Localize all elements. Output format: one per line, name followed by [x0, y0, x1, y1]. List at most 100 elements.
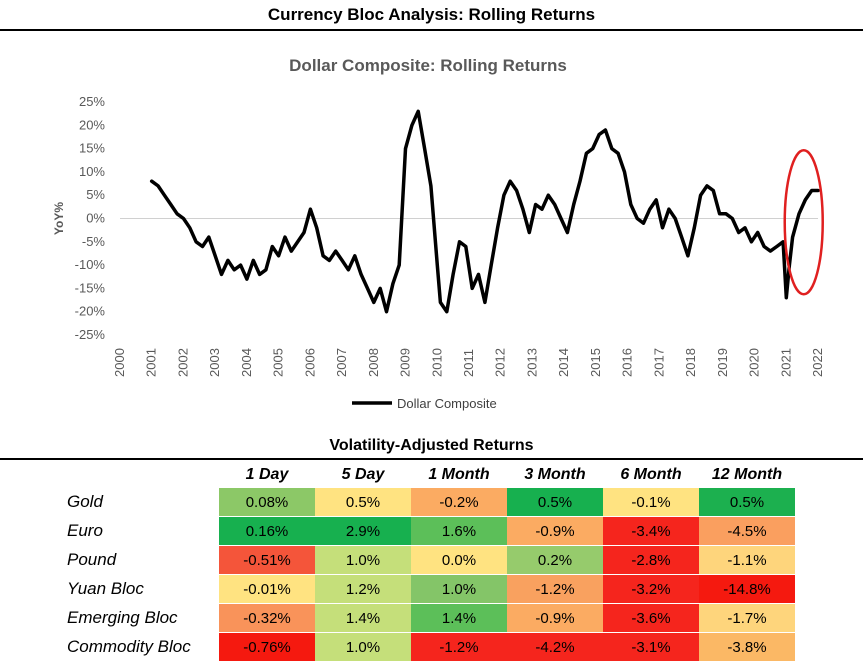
table-cell: -0.32% [219, 603, 315, 633]
table-cell: -0.76% [219, 632, 315, 662]
y-tick-label: 10% [79, 164, 105, 179]
table-cell: -3.6% [603, 603, 699, 633]
x-tick-label: 2006 [302, 348, 317, 377]
column-header: 5 Day [341, 466, 385, 483]
table-row: Gold 0.08% 0.5% -0.2% 0.5% -0.1% 0.5% [62, 488, 795, 517]
table-cell: 0.0% [411, 545, 507, 575]
table-cell: 0.5% [507, 488, 603, 517]
table-cell: -1.2% [507, 574, 603, 604]
table-cell: -1.2% [411, 632, 507, 662]
x-tick-label: 2003 [207, 348, 222, 377]
column-header: 3 Month [524, 466, 586, 483]
table-cell: -3.4% [603, 516, 699, 546]
x-tick-label: 2022 [810, 348, 825, 377]
dollar-composite-chart: Dollar Composite: Rolling Returns YoY% 25%… [52, 56, 825, 411]
chart-title: Dollar Composite: Rolling Returns [289, 56, 567, 75]
table-cell: 2.9% [315, 516, 411, 546]
row-label: Euro [62, 516, 219, 546]
table-cell: 0.2% [507, 545, 603, 575]
table-cell: 0.5% [315, 488, 411, 517]
table-cell: -3.1% [603, 632, 699, 662]
x-tick-label: 2013 [524, 348, 539, 377]
table-cell: 1.0% [411, 574, 507, 604]
x-tick-label: 2018 [683, 348, 698, 377]
table-cell: -1.1% [699, 545, 795, 575]
table-cell: 0.5% [699, 488, 795, 517]
table-cell: 1.2% [315, 574, 411, 604]
x-tick-label: 2012 [493, 348, 508, 377]
column-header: 1 Month [428, 466, 490, 483]
table-cell: 0.16% [219, 516, 315, 546]
table-cell: -0.9% [507, 603, 603, 633]
y-tick-label: -25% [75, 327, 106, 342]
row-label: Gold [62, 488, 219, 517]
table-row: Commodity Bloc -0.76% 1.0% -1.2% -4.2% -3.1% -… [62, 632, 795, 662]
x-tick-label: 2001 [144, 348, 159, 377]
table-cell: 1.0% [315, 632, 411, 662]
table-cell: -0.1% [603, 488, 699, 517]
series-line-dollar-composite [149, 109, 820, 314]
table-corner [62, 462, 219, 488]
table-cell: 0.08% [219, 488, 315, 517]
volatility-adjusted-returns-table: 1 Day 5 Day 1 Month 3 Month 6 Month 12 Month … [62, 462, 795, 662]
x-tick-label: 2004 [239, 348, 254, 377]
x-tick-label: 2005 [271, 348, 286, 377]
table-row: Euro 0.16% 2.9% 1.6% -0.9% -3.4% -4.5% [62, 516, 795, 546]
table-cell: -4.2% [507, 632, 603, 662]
x-tick-label: 2021 [778, 348, 793, 377]
x-tick-label: 2002 [175, 348, 190, 377]
table-cell: -3.2% [603, 574, 699, 604]
table-header-row: 1 Day 5 Day 1 Month 3 Month 6 Month 12 Month [62, 462, 795, 488]
column-header: 1 Day [245, 466, 289, 483]
table-cell: -0.51% [219, 545, 315, 575]
table-cell: 1.4% [411, 603, 507, 633]
x-tick-label: 2014 [556, 348, 571, 377]
legend-label-dollar-composite: Dollar Composite [397, 396, 497, 411]
y-tick-label: -10% [75, 257, 106, 272]
table-cell: -1.7% [699, 603, 795, 633]
table-cell: -0.01% [219, 574, 315, 604]
table-cell: 1.6% [411, 516, 507, 546]
table-divider [0, 458, 863, 460]
table-cell: -3.8% [699, 632, 795, 662]
row-label: Pound [62, 545, 219, 575]
y-tick-label: 15% [79, 141, 105, 156]
table-row: Emerging Bloc -0.32% 1.4% 1.4% -0.9% -3.6% -1.… [62, 603, 795, 633]
table-title: Volatility-Adjusted Returns [329, 437, 534, 454]
table-cell: -14.8% [699, 574, 795, 604]
table-cell: 1.4% [315, 603, 411, 633]
y-tick-label: 5% [86, 187, 105, 202]
column-header: 12 Month [711, 466, 783, 483]
y-tick-label: 0% [86, 211, 105, 226]
y-tick-label: -20% [75, 304, 106, 319]
column-header: 6 Month [620, 466, 682, 483]
main-title: Currency Bloc Analysis: Rolling Returns [267, 5, 596, 24]
y-tick-label: -5% [82, 234, 106, 249]
x-tick-label: 2009 [398, 348, 413, 377]
y-tick-label: -15% [75, 280, 106, 295]
x-tick-label: 2020 [747, 348, 762, 377]
x-tick-label: 2016 [620, 348, 635, 377]
table-cell: -0.9% [507, 516, 603, 546]
y-tick-label: 25% [79, 94, 105, 109]
x-tick-label: 2010 [429, 348, 444, 377]
x-tick-label: 2008 [366, 348, 381, 377]
table-cell: -2.8% [603, 545, 699, 575]
table-row: Pound -0.51% 1.0% 0.0% 0.2% -2.8% -1.1% [62, 545, 795, 575]
row-label: Emerging Bloc [62, 603, 219, 633]
row-label: Commodity Bloc [62, 632, 219, 662]
x-tick-label: 2019 [715, 348, 730, 377]
highlight-ellipse [783, 148, 824, 296]
table-cell: -4.5% [699, 516, 795, 546]
x-tick-label: 2000 [112, 348, 127, 377]
table-row: Yuan Bloc -0.01% 1.2% 1.0% -1.2% -3.2% -14.8% [62, 574, 795, 604]
x-tick-label: 2015 [588, 348, 603, 377]
top-divider [0, 29, 863, 31]
table-cell: 1.0% [315, 545, 411, 575]
x-tick-label: 2007 [334, 348, 349, 377]
x-tick-label: 2017 [651, 348, 666, 377]
y-tick-label: 20% [79, 117, 105, 132]
x-tick-label: 2011 [461, 349, 476, 377]
y-axis-label: YoY% [52, 202, 66, 235]
